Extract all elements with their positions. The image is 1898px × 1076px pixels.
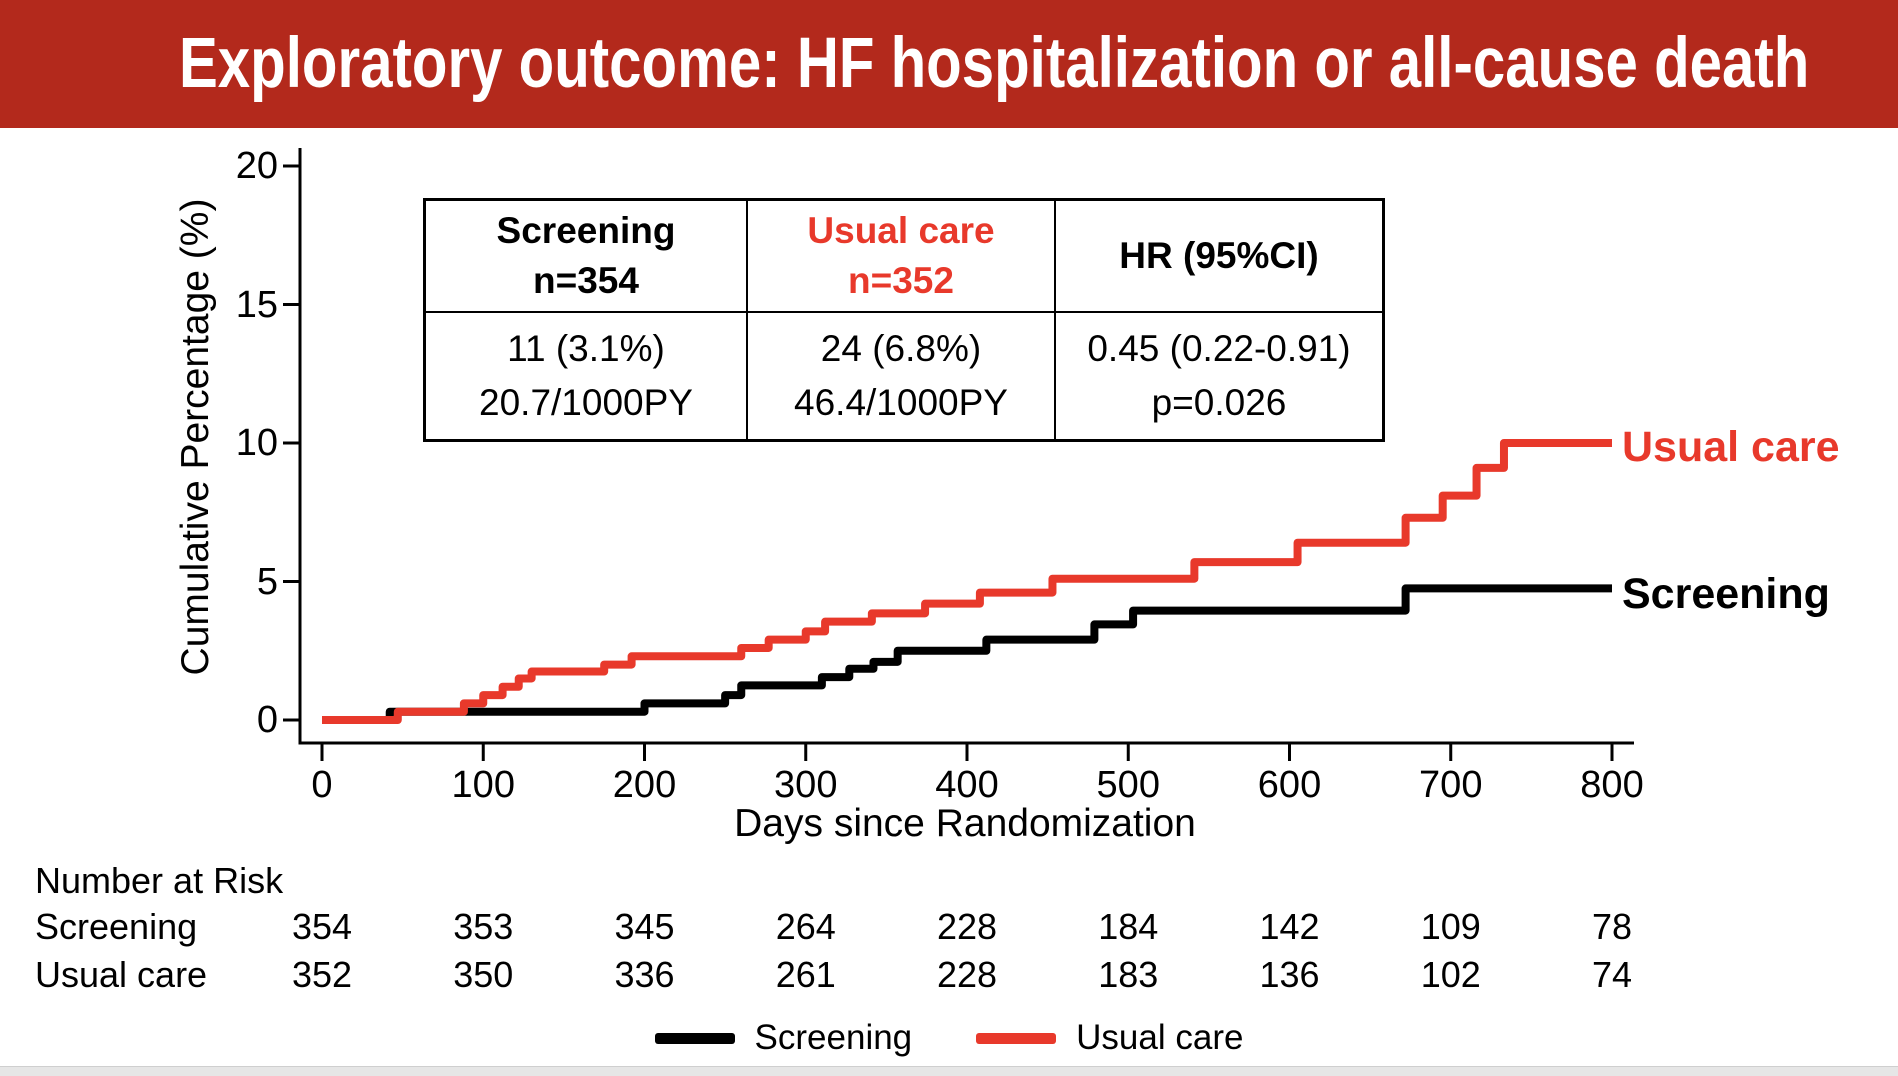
x-tick-label: 700 bbox=[1419, 764, 1483, 806]
y-tick-label: 10 bbox=[235, 422, 278, 464]
stats-body-screening: 11 (3.1%) 20.7/1000PY bbox=[426, 313, 746, 439]
chart-legend: Screening Usual care bbox=[0, 1012, 1898, 1064]
x-tick-label: 800 bbox=[1580, 764, 1644, 806]
screening-curve-label: Screening bbox=[1622, 570, 1830, 618]
stats-header-usual-care-line2: n=352 bbox=[848, 260, 954, 301]
x-tick-label: 500 bbox=[1096, 764, 1160, 806]
risk-value-usual-care: 102 bbox=[1420, 954, 1481, 995]
risk-value-screening: 228 bbox=[936, 906, 998, 947]
risk-value-screening: 345 bbox=[614, 906, 675, 947]
y-tick-label: 0 bbox=[256, 699, 278, 741]
stats-screening-events: 11 (3.1%) bbox=[507, 328, 665, 369]
risk-value-usual-care: 350 bbox=[453, 954, 514, 995]
y-tick-label: 15 bbox=[235, 283, 278, 326]
risk-value-usual-care: 136 bbox=[1259, 954, 1320, 995]
slide-title: Exploratory outcome: HF hospitalization … bbox=[178, 24, 1810, 103]
stats-usual-care-events: 24 (6.8%) bbox=[820, 328, 982, 369]
usual-care-line-swatch bbox=[976, 1032, 1057, 1044]
x-tick-label: 200 bbox=[612, 764, 677, 806]
usual-care-curve bbox=[322, 439, 1612, 724]
stats-screening-rate: 20.7/1000PY bbox=[479, 382, 693, 423]
risk-value-usual-care: 352 bbox=[291, 954, 353, 995]
bottom-gray-bar bbox=[0, 1066, 1898, 1076]
stats-body-usual-care: 24 (6.8%) 46.4/1000PY bbox=[746, 313, 1056, 439]
risk-value-usual-care: 183 bbox=[1098, 954, 1159, 995]
stats-header-screening: Screening n=354 bbox=[426, 201, 746, 313]
stats-table: Screening n=354 Usual care n=352 HR (95%… bbox=[423, 198, 1385, 442]
stats-header-screening-line2: n=354 bbox=[533, 260, 639, 301]
legend-item-screening: Screening bbox=[654, 1018, 913, 1058]
stats-body-hr: 0.45 (0.22-0.91) p=0.026 bbox=[1056, 313, 1382, 439]
risk-value-usual-care: 336 bbox=[614, 954, 675, 995]
y-tick-label: 20 bbox=[235, 145, 278, 187]
risk-value-usual-care: 74 bbox=[1591, 954, 1633, 995]
risk-value-screening: 353 bbox=[453, 906, 514, 947]
risk-row-label-usual-care: Usual care bbox=[35, 954, 208, 995]
risk-value-screening: 142 bbox=[1259, 906, 1320, 947]
legend-label-screening: Screening bbox=[754, 1018, 913, 1057]
usual-care-curve-label: Usual care bbox=[1622, 423, 1840, 471]
x-tick-label: 0 bbox=[311, 764, 333, 806]
stats-header-usual-care-line1: Usual care bbox=[807, 210, 995, 251]
risk-value-usual-care: 228 bbox=[936, 954, 998, 995]
title-banner: Exploratory outcome: HF hospitalization … bbox=[0, 0, 1898, 128]
stats-p-value: p=0.026 bbox=[1151, 382, 1287, 423]
risk-table-title: Number at Risk bbox=[35, 860, 284, 901]
risk-value-usual-care: 261 bbox=[775, 954, 836, 995]
stats-hr-value: 0.45 (0.22-0.91) bbox=[1087, 328, 1351, 369]
risk-value-screening: 78 bbox=[1591, 906, 1633, 947]
risk-value-screening: 184 bbox=[1098, 906, 1159, 947]
stats-header-hr: HR (95%CI) bbox=[1056, 201, 1382, 313]
x-tick-label: 400 bbox=[935, 764, 999, 806]
y-tick-label: 5 bbox=[256, 560, 278, 603]
stats-header-hr-line1: HR (95%CI) bbox=[1119, 235, 1319, 276]
legend-item-usual-care: Usual care bbox=[976, 1018, 1243, 1058]
x-tick-label: 600 bbox=[1257, 764, 1322, 806]
risk-value-screening: 109 bbox=[1420, 906, 1481, 947]
legend-label-usual-care: Usual care bbox=[1076, 1018, 1244, 1057]
stats-header-screening-line1: Screening bbox=[496, 210, 676, 251]
x-tick-label: 100 bbox=[451, 764, 515, 806]
screening-curve bbox=[322, 584, 1612, 724]
x-axis-title: Days since Randomization bbox=[734, 802, 1196, 845]
risk-value-screening: 354 bbox=[291, 906, 353, 947]
risk-value-screening: 264 bbox=[775, 906, 836, 947]
stats-usual-care-rate: 46.4/1000PY bbox=[794, 382, 1008, 423]
stats-header-usual-care: Usual care n=352 bbox=[746, 201, 1056, 313]
risk-row-label-screening: Screening bbox=[35, 906, 198, 947]
x-tick-label: 300 bbox=[774, 764, 838, 806]
screening-line-swatch bbox=[654, 1032, 735, 1044]
